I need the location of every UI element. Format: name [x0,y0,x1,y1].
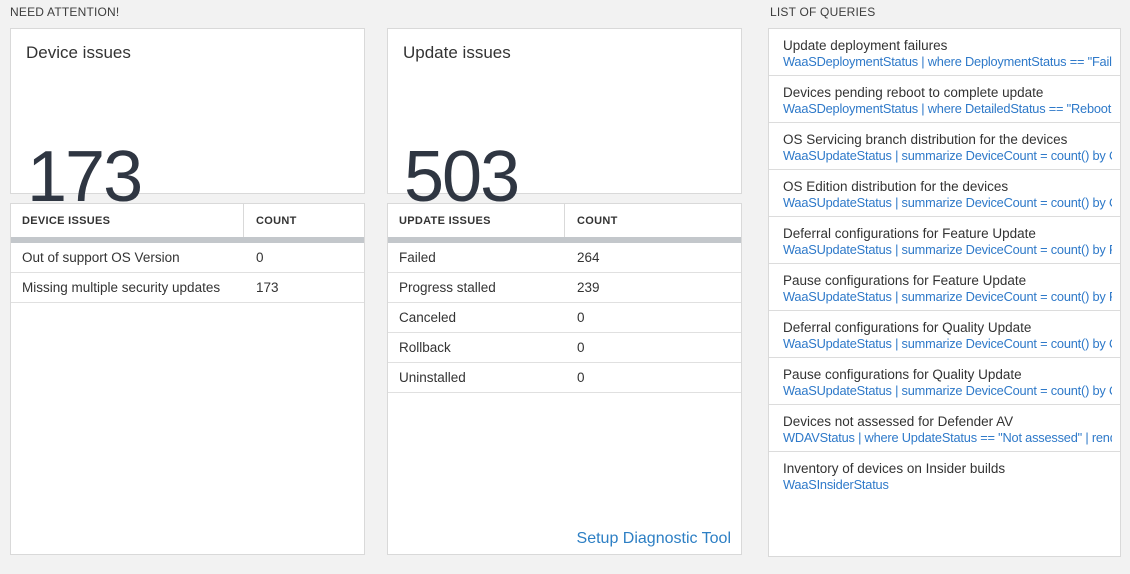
row-label: Canceled [399,310,457,325]
row-label: Uninstalled [399,370,466,385]
device-issues-table: DEVICE ISSUES COUNT Out of support OS Ve… [10,203,365,555]
query-list-item[interactable]: Deferral configurations for Feature Upda… [769,217,1120,264]
row-count: 0 [577,310,585,325]
row-label: Rollback [399,340,451,355]
query-text[interactable]: WaaSUpdateStatus | summarize DeviceCount… [783,242,1112,257]
query-list-item[interactable]: Devices not assessed for Defender AV WDA… [769,405,1120,452]
query-title: Devices pending reboot to complete updat… [783,85,1044,100]
table-row[interactable]: Canceled 0 [388,303,741,333]
table-row[interactable]: Uninstalled 0 [388,363,741,393]
query-title: OS Servicing branch distribution for the… [783,132,1068,147]
table-row[interactable]: Rollback 0 [388,333,741,363]
table-header-bar [388,237,741,243]
query-title: Update deployment failures [783,38,948,53]
query-list-item[interactable]: OS Servicing branch distribution for the… [769,123,1120,170]
row-label: Failed [399,250,436,265]
query-text[interactable]: WDAVStatus | where UpdateStatus == "Not … [783,430,1112,445]
table-header-bar [11,237,364,243]
row-count: 239 [577,280,600,295]
query-text[interactable]: WaaSUpdateStatus | summarize DeviceCount… [783,383,1112,398]
update-issues-count-header-label: COUNT [577,214,618,227]
update-issues-header-label: UPDATE ISSUES [399,214,491,227]
device-issues-count-header-label: COUNT [256,214,297,227]
query-text[interactable]: WaaSUpdateStatus | summarize DeviceCount… [783,195,1112,210]
device-issues-table-header: DEVICE ISSUES COUNT [11,204,364,237]
row-count: 264 [577,250,600,265]
query-title: Devices not assessed for Defender AV [783,414,1014,429]
table-row[interactable]: Progress stalled 239 [388,273,741,303]
update-issues-tile[interactable]: Update issues 503 [387,28,742,217]
row-label: Progress stalled [399,280,496,295]
query-list-item[interactable]: Update deployment failures WaaSDeploymen… [769,29,1120,76]
query-text[interactable]: WaaSUpdateStatus | summarize DeviceCount… [783,148,1112,163]
query-text[interactable]: WaaSInsiderStatus [783,477,889,492]
device-issues-tile[interactable]: Device issues 173 [10,28,365,217]
row-label: Out of support OS Version [22,250,180,265]
query-title: Pause configurations for Quality Update [783,367,1022,382]
list-of-queries-section-label: LIST OF QUERIES [770,5,876,19]
query-title: Inventory of devices on Insider builds [783,461,1006,476]
setup-diagnostic-tool-link[interactable]: Setup Diagnostic Tool [576,530,731,547]
device-issues-count-header-cell: COUNT [244,204,364,237]
query-text[interactable]: WaaSDeploymentStatus | where DeploymentS… [783,54,1112,69]
query-list-item[interactable]: Pause configurations for Quality Update … [769,358,1120,405]
query-text[interactable]: WaaSDeploymentStatus | where DetailedSta… [783,101,1112,116]
row-count: 0 [256,250,264,265]
update-issues-table: UPDATE ISSUES COUNT Failed 264 Progress … [387,203,742,555]
need-attention-section-label: NEED ATTENTION! [10,5,120,19]
row-count: 0 [577,340,585,355]
query-list-item[interactable]: Inventory of devices on Insider builds W… [769,452,1120,493]
table-row[interactable]: Out of support OS Version 0 [11,243,364,273]
device-issues-header-label: DEVICE ISSUES [22,214,111,227]
update-issues-tile-title: Update issues [403,43,511,62]
query-list-item[interactable]: OS Edition distribution for the devices … [769,170,1120,217]
table-row[interactable]: Failed 264 [388,243,741,273]
row-count: 0 [577,370,585,385]
query-title: Pause configurations for Feature Update [783,273,1027,288]
query-text[interactable]: WaaSUpdateStatus | summarize DeviceCount… [783,336,1112,351]
table-row[interactable]: Missing multiple security updates 173 [11,273,364,303]
update-issues-header-cell: UPDATE ISSUES [388,204,565,237]
query-text[interactable]: WaaSUpdateStatus | summarize DeviceCount… [783,289,1112,304]
row-label: Missing multiple security updates [22,280,221,295]
device-issues-header-cell: DEVICE ISSUES [11,204,244,237]
device-issues-tile-title: Device issues [26,43,131,62]
query-title: Deferral configurations for Feature Upda… [783,226,1036,241]
update-issues-count-header-cell: COUNT [565,204,741,237]
update-issues-table-header: UPDATE ISSUES COUNT [388,204,741,237]
query-title: OS Edition distribution for the devices [783,179,1009,194]
query-list-item[interactable]: Deferral configurations for Quality Upda… [769,311,1120,358]
row-count: 173 [256,280,279,295]
query-title: Deferral configurations for Quality Upda… [783,320,1032,335]
query-list-item[interactable]: Devices pending reboot to complete updat… [769,76,1120,123]
list-of-queries-panel: Update deployment failures WaaSDeploymen… [768,28,1121,557]
query-list-item[interactable]: Pause configurations for Feature Update … [769,264,1120,311]
